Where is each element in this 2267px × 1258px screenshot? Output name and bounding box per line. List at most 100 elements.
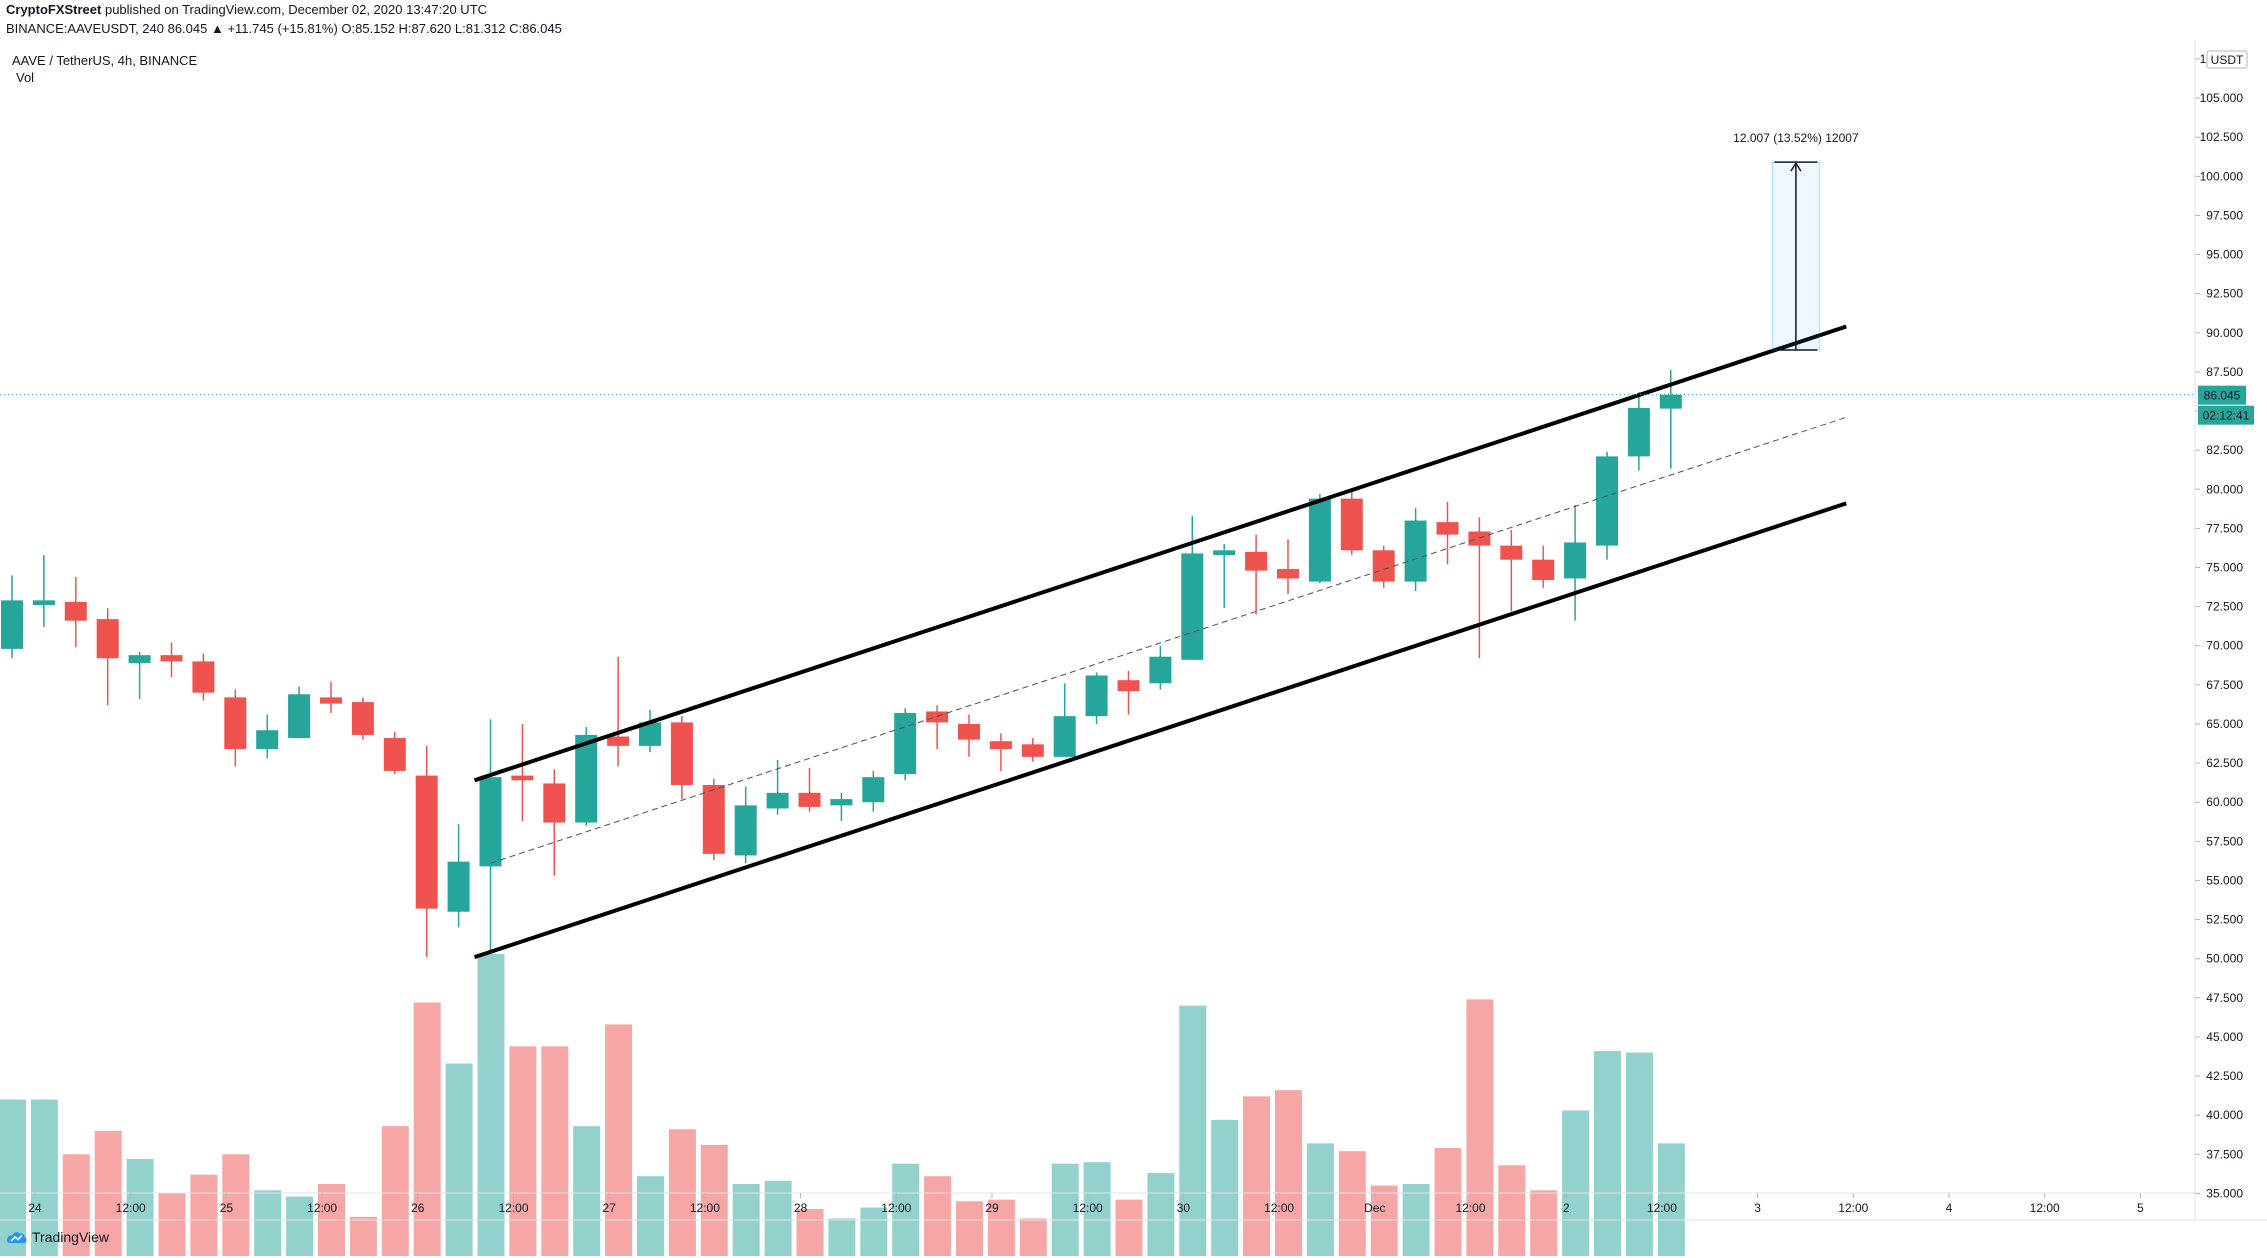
candle — [64, 576, 87, 648]
candle-body — [1340, 498, 1363, 551]
candle-body — [1213, 550, 1236, 555]
candle-body — [1659, 394, 1682, 409]
candle — [734, 786, 757, 864]
publish-info: published on TradingView.com, December 0… — [101, 2, 488, 17]
candle — [1085, 672, 1108, 724]
candle-body — [32, 600, 55, 606]
candle-body — [288, 694, 311, 739]
candle — [1117, 670, 1140, 715]
candle-body — [894, 713, 917, 775]
time-tick-label: 12:00 — [881, 1201, 911, 1215]
volume-bar — [1051, 1163, 1079, 1256]
candle-body — [415, 775, 438, 909]
volume-bar — [1147, 1173, 1175, 1256]
last-price-tag — [2198, 385, 2246, 405]
candle — [1500, 529, 1523, 612]
volume-bar — [381, 1126, 409, 1256]
volume-bar — [796, 1209, 824, 1256]
candles — [1, 370, 1682, 958]
candle-body — [447, 861, 470, 912]
candle-body — [96, 619, 119, 659]
candle-body — [192, 661, 215, 693]
price-tick-label: 57.500 — [2206, 834, 2243, 848]
volume-bar — [1498, 1165, 1526, 1256]
price-tick-label: 70.000 — [2206, 639, 2243, 653]
candle — [798, 767, 821, 812]
time-tick-label: 28 — [794, 1201, 808, 1215]
price-tick-label: 80.000 — [2206, 482, 2243, 496]
candle-body — [1085, 675, 1108, 717]
volume-bar — [158, 1193, 186, 1256]
time-tick-label: 30 — [1177, 1201, 1191, 1215]
price-tick-label: 62.500 — [2206, 756, 2243, 770]
volume-bar — [126, 1158, 154, 1256]
time-tick-label: 12:00 — [116, 1201, 146, 1215]
candle — [639, 709, 661, 753]
price-tick-label: 100.000 — [2200, 169, 2244, 183]
candle-body — [639, 722, 661, 746]
price-tick-label: 102.500 — [2200, 130, 2244, 144]
candle-body — [1, 600, 23, 649]
time-tick-label: 26 — [411, 1201, 425, 1215]
candle-body — [320, 697, 342, 704]
candle — [1532, 545, 1555, 588]
price-tick-label: 72.500 — [2206, 600, 2243, 614]
candle-body — [351, 702, 374, 735]
candle — [926, 705, 949, 750]
volume-bar — [509, 1046, 537, 1256]
candle-body — [830, 799, 853, 806]
time-axis[interactable]: 24 12:00 25 12:00 26 12:00 27 12:00 28 12:00 29 12:… — [0, 1192, 2267, 1221]
volume-bar — [764, 1180, 792, 1256]
volume-bar — [1179, 1005, 1207, 1256]
volume-bar — [445, 1063, 473, 1256]
volume-bar — [605, 1024, 633, 1256]
volume-bar — [1275, 1090, 1302, 1256]
volume-bar — [924, 1176, 952, 1256]
candle — [1021, 738, 1044, 762]
volume-bar — [1625, 1052, 1653, 1256]
candle — [447, 824, 470, 928]
candle-body — [575, 734, 598, 823]
candle — [1, 575, 23, 659]
price-tick-label: 65.000 — [2206, 717, 2243, 731]
volume-bar — [222, 1154, 250, 1256]
price-axis[interactable]: 35.000 37.500 40.000 42.500 45.000 47.500 50.0… — [2194, 0, 2267, 1258]
candle-body — [607, 736, 630, 746]
candle-body — [1500, 545, 1523, 560]
volume-label: Vol — [16, 70, 35, 85]
time-tick-label: 12:00 — [1455, 1201, 1485, 1215]
candle — [543, 769, 566, 876]
time-tick-label: 12:00 — [1838, 1201, 1868, 1215]
volume-bar — [1338, 1151, 1366, 1256]
tradingview-logo-text: TradingView — [32, 1229, 110, 1245]
currency-badge-box — [2206, 50, 2248, 69]
volume-bar — [1306, 1143, 1334, 1256]
volume-bar — [541, 1046, 569, 1256]
time-tick-label: 27 — [603, 1201, 617, 1215]
candle — [766, 759, 789, 815]
candle-body — [926, 711, 949, 723]
candle-body — [1053, 716, 1076, 757]
symbol-title: AAVE / TetherUS, 4h, BINANCE — [12, 53, 198, 68]
candle-body — [1245, 551, 1268, 571]
candle — [1596, 451, 1618, 560]
volume-bar — [286, 1196, 314, 1256]
channel-lower-line — [473, 501, 1847, 960]
volume-bar — [413, 1002, 441, 1256]
tradingview-logo[interactable]: TradingView — [6, 1229, 109, 1245]
candle — [320, 681, 342, 714]
candle-body — [64, 601, 87, 621]
candle-body — [256, 730, 279, 750]
candle-body — [160, 655, 183, 662]
price-tick-label: 47.500 — [2206, 991, 2243, 1005]
candle — [128, 652, 151, 699]
volume-bar — [573, 1126, 601, 1256]
price-tick-label: 60.000 — [2206, 795, 2243, 809]
price-axis-bg — [2195, 0, 2267, 1258]
volume-bar — [828, 1218, 856, 1256]
candle-body — [1117, 680, 1140, 692]
price-tick-label: 82.500 — [2206, 443, 2243, 457]
volume-bar — [1657, 1143, 1685, 1256]
volume-bar — [637, 1176, 664, 1256]
